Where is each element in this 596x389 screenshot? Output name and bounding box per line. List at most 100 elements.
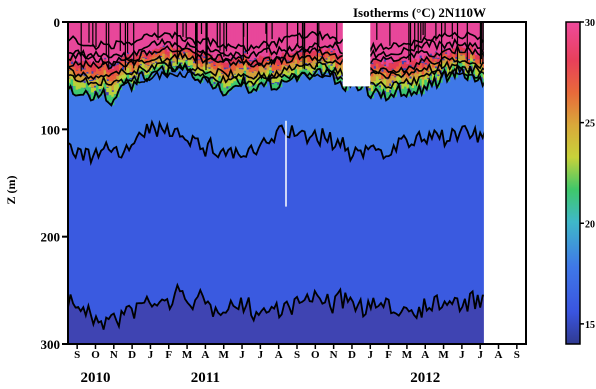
surface-stripe <box>80 60 84 68</box>
x-tick-label: S <box>294 349 300 361</box>
surface-stripe <box>459 63 463 68</box>
y-tick-label: 0 <box>54 15 61 30</box>
data-gap <box>342 22 371 87</box>
surface-stripe <box>144 22 148 55</box>
surface-stripe <box>258 55 262 63</box>
surface-stripe <box>230 64 234 73</box>
surface-stripe <box>190 65 194 70</box>
surface-stripe <box>386 22 390 67</box>
surface-stripe <box>98 71 102 79</box>
surface-stripe <box>246 62 250 68</box>
surface-stripe <box>436 69 440 75</box>
isotherm-15 <box>68 282 526 330</box>
surface-stripe <box>146 53 150 62</box>
surface-stripe <box>202 52 206 57</box>
surface-stripe <box>70 68 74 76</box>
surface-stripe <box>442 50 446 55</box>
surface-stripe <box>93 87 97 91</box>
surface-stripe <box>401 22 405 61</box>
surface-stripe <box>126 63 130 68</box>
surface-stripe <box>162 49 166 54</box>
surface-stripe <box>185 49 189 53</box>
surface-stripe <box>307 22 311 54</box>
surface-stripe <box>78 22 82 63</box>
surface-stripe <box>248 22 252 60</box>
surface-stripe <box>424 74 428 81</box>
x-tick-label: M <box>219 349 230 361</box>
surface-stripe <box>101 80 105 90</box>
surface-stripe <box>304 64 308 69</box>
surface-stripe <box>93 63 97 73</box>
surface-stripe <box>386 86 390 94</box>
surface-stripe <box>284 61 288 66</box>
surface-stripe <box>78 88 82 96</box>
surface-stripe <box>124 69 128 73</box>
surface-stripe <box>241 69 245 76</box>
x-tick-label: J <box>477 349 483 361</box>
x-tick-label: F <box>385 349 392 361</box>
surface-stripe <box>444 53 448 57</box>
surface-stripe <box>464 62 468 69</box>
surface-stripe <box>386 79 390 88</box>
surface-stripe <box>129 65 133 72</box>
surface-stripe <box>386 72 390 78</box>
surface-stripe <box>169 22 173 44</box>
y-tick-label: 100 <box>41 122 61 137</box>
surface-stripe <box>134 22 138 55</box>
surface-stripe <box>269 70 273 76</box>
surface-stripe <box>317 53 321 57</box>
surface-stripe <box>271 63 275 71</box>
surface-stripe <box>309 52 313 60</box>
surface-stripe <box>467 52 471 60</box>
surface-stripe <box>83 69 87 74</box>
surface-stripe <box>251 22 255 61</box>
surface-stripe <box>85 64 89 72</box>
surface-stripe <box>108 22 112 65</box>
isotherm-20 <box>68 119 526 167</box>
surface-stripe <box>121 22 125 57</box>
surface-stripe <box>157 63 161 68</box>
surface-stripe <box>207 22 211 54</box>
surface-stripe <box>174 53 178 58</box>
surface-stripe <box>118 71 122 79</box>
surface-stripe <box>381 79 385 85</box>
surface-stripe <box>246 55 250 65</box>
surface-stripe <box>309 22 313 53</box>
y-axis-label: Z (m) <box>4 176 18 205</box>
surface-stripe <box>174 62 178 66</box>
surface-stripe <box>83 22 87 61</box>
surface-stripe <box>284 75 288 82</box>
surface-stripe <box>141 53 145 58</box>
surface-stripe <box>406 84 410 89</box>
surface-stripe <box>220 83 224 92</box>
surface-stripe <box>167 22 171 52</box>
surface-stripe <box>271 78 275 83</box>
surface-stripe <box>480 71 484 78</box>
surface-stripe <box>88 22 92 62</box>
surface-stripe <box>187 52 191 58</box>
surface-stripe <box>111 81 115 91</box>
surface-stripe <box>457 60 461 66</box>
colorbar-tick-label: 30 <box>585 18 595 29</box>
surface-stripe <box>281 60 285 66</box>
surface-stripe <box>401 64 405 69</box>
surface-stripe <box>317 61 321 66</box>
surface-stripe <box>223 87 227 96</box>
surface-stripe <box>416 61 420 69</box>
surface-stripe <box>449 22 453 53</box>
surface-stripe <box>312 22 316 52</box>
surface-stripe <box>457 44 461 50</box>
surface-stripe <box>192 22 196 53</box>
surface-stripe <box>396 76 400 83</box>
surface-stripe <box>180 22 184 48</box>
surface-stripe <box>205 62 209 68</box>
x-tick-label: J <box>258 349 264 361</box>
surface-stripe <box>276 57 280 66</box>
surface-stripe <box>146 71 150 75</box>
surface-stripe <box>215 62 219 70</box>
surface-stripe <box>294 59 298 65</box>
surface-stripe <box>375 83 379 89</box>
surface-stripe <box>454 53 458 57</box>
surface-stripe <box>134 65 138 70</box>
surface-stripe <box>299 52 303 57</box>
